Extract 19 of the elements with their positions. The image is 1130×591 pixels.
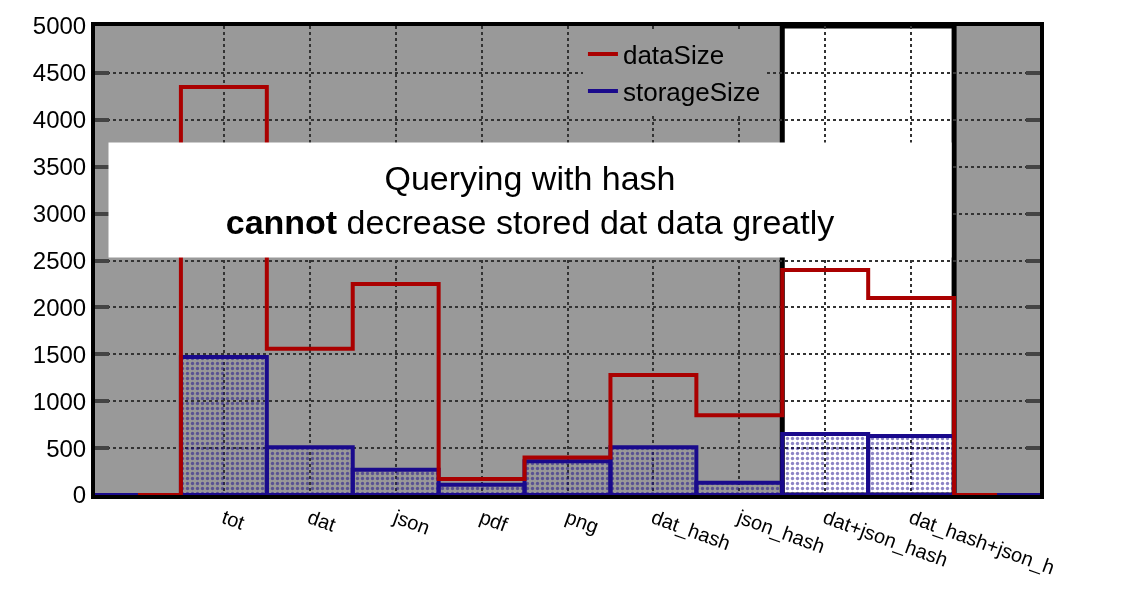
y-tick-label: 0 bbox=[72, 481, 87, 509]
x-tick-label: dat bbox=[304, 505, 340, 536]
y-tick-label: 3000 bbox=[32, 200, 87, 227]
legend-label: storageSize bbox=[622, 77, 761, 108]
y-tick-label: 2000 bbox=[32, 293, 87, 321]
legend-label: dataSize bbox=[622, 40, 725, 71]
y-tick-label: 2500 bbox=[32, 246, 87, 274]
y-tick-label: 4000 bbox=[32, 106, 87, 134]
y-tick-label: 5000 bbox=[32, 12, 87, 40]
x-tick-label: pdf bbox=[476, 505, 511, 536]
y-tick-label: 1500 bbox=[32, 340, 87, 368]
x-tick-label: json bbox=[389, 505, 433, 539]
x-tick-label: png bbox=[562, 505, 602, 538]
x-tick-label: tot bbox=[219, 505, 248, 534]
y-tick-label: 4500 bbox=[32, 59, 87, 87]
y-tick-label: 3500 bbox=[32, 153, 87, 181]
y-tick-label: 500 bbox=[46, 434, 87, 462]
text: Querying with hash cannot decrease stored dat data greatly bbox=[225, 158, 835, 242]
y-tick-label: 1000 bbox=[32, 387, 87, 415]
